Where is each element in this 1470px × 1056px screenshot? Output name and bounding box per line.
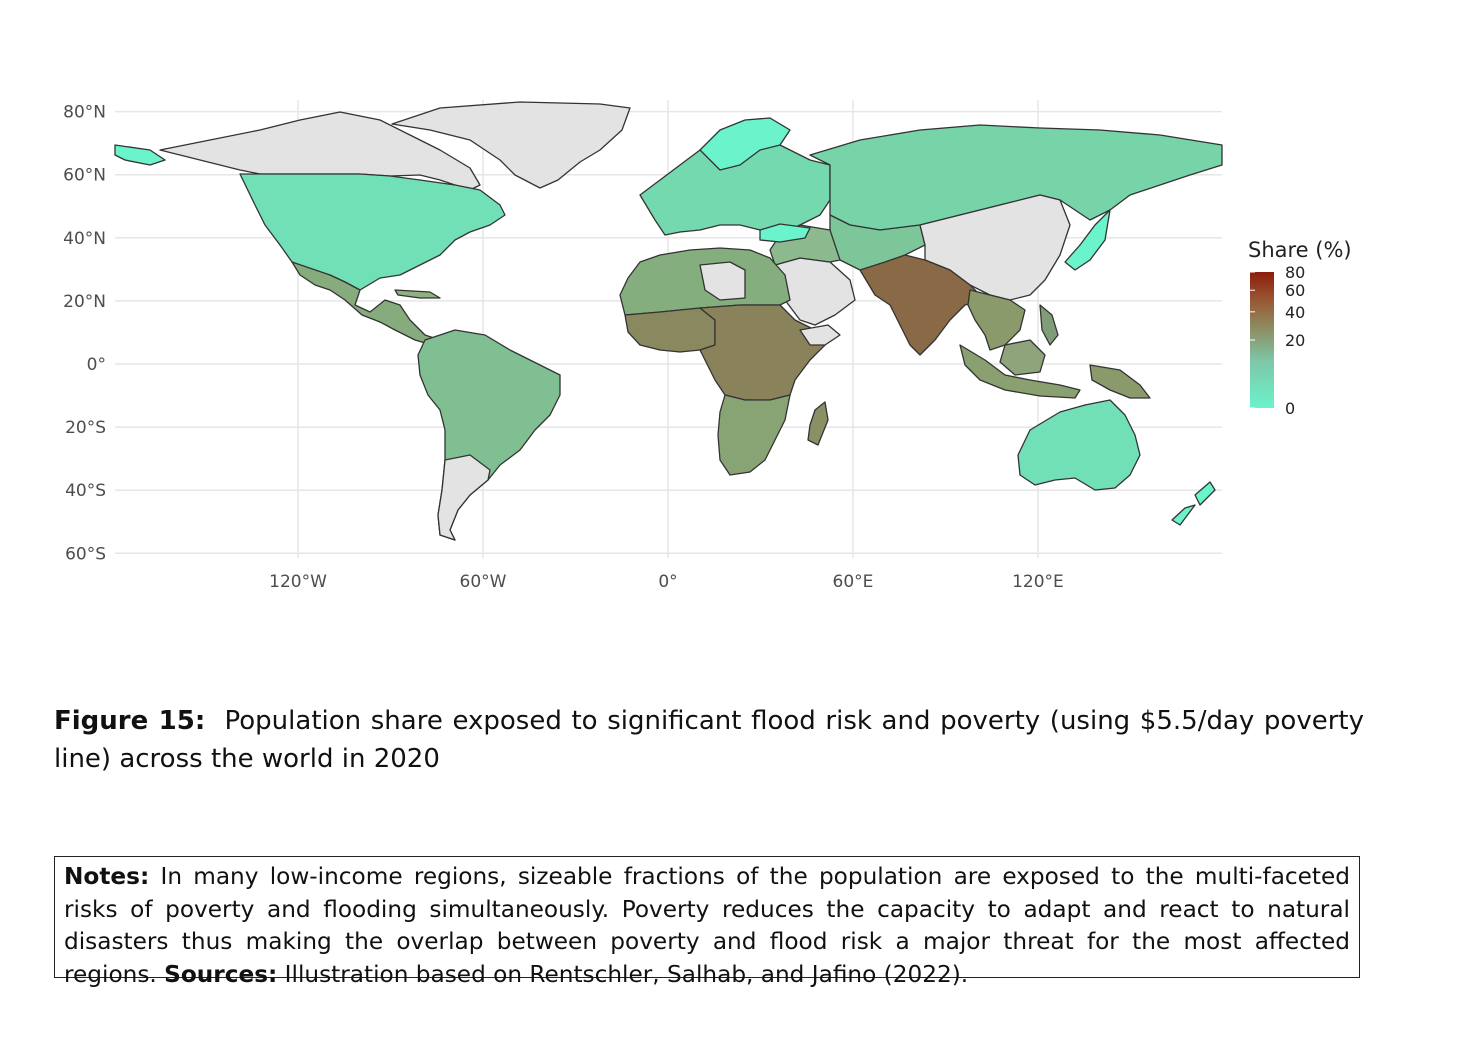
region-sahara [699, 261, 746, 301]
lat-label: 40°N [63, 229, 106, 249]
region-greenland [391, 101, 631, 189]
sources-text: Illustration based on Rentschler, Salhab… [284, 960, 969, 988]
region-scandinavia [699, 117, 791, 171]
lat-label: 20°S [65, 418, 106, 438]
notes-label: Notes: [64, 863, 150, 890]
region-philippines [1039, 304, 1059, 346]
region-horn-of-africa [799, 324, 841, 346]
lon-label: 60°W [460, 572, 507, 592]
region-south-asia [859, 254, 986, 356]
lon-label: 120°E [1012, 572, 1064, 592]
lat-label: 40°S [65, 481, 106, 501]
legend-tick-label: 0 [1285, 399, 1295, 418]
lat-label: 60°N [63, 166, 106, 186]
latitude-labels: 80°N 60°N 40°N 20°N 0° 20°S 40°S 60°S [63, 103, 106, 565]
region-madagascar [807, 401, 829, 446]
region-north-america [239, 173, 506, 291]
figure-caption: Figure 15: Population share exposed to s… [54, 702, 1364, 778]
lat-label: 0° [87, 355, 106, 375]
figure-label: Figure 15: [54, 706, 206, 736]
lon-label: 120°W [269, 572, 327, 592]
region-new-guinea [1089, 364, 1151, 399]
region-caribbean [394, 289, 441, 299]
legend-tick-label: 60 [1285, 281, 1305, 300]
lat-label: 20°N [63, 292, 106, 312]
region-indonesia [959, 344, 1081, 399]
notes-box: Notes: In many low-income regions, sizea… [54, 856, 1360, 988]
choropleth-map: 80°N 60°N 40°N 20°N 0° 20°S 40°S 60°S 120°W 60°W… [63, 100, 1352, 592]
notes-text: In many low-income regions, sizeable fra… [64, 863, 1351, 988]
region-japan [1064, 209, 1111, 271]
land-masses [114, 101, 1223, 541]
region-new-zealand [1171, 481, 1216, 526]
legend-title: Share (%) [1248, 238, 1352, 262]
region-australia [1017, 399, 1141, 491]
longitude-labels: 120°W 60°W 0° 60°E 120°E [269, 572, 1064, 592]
region-turkey [759, 223, 811, 243]
figure-caption-text: Population share exposed to significant … [54, 706, 1364, 774]
region-alaska [114, 144, 166, 166]
region-west-africa [624, 307, 716, 353]
lat-label: 60°S [65, 544, 106, 564]
region-southern-africa [717, 394, 791, 476]
legend-tick-label: 40 [1285, 303, 1305, 322]
lon-label: 60°E [833, 572, 874, 592]
region-patagonia [437, 454, 491, 541]
region-borneo [999, 339, 1046, 376]
sources-label: Sources: [164, 960, 278, 988]
lat-label: 80°N [63, 103, 106, 123]
legend-tick-label: 20 [1285, 331, 1305, 350]
legend-tick-label: 80 [1285, 263, 1305, 282]
lon-label: 0° [658, 572, 677, 592]
